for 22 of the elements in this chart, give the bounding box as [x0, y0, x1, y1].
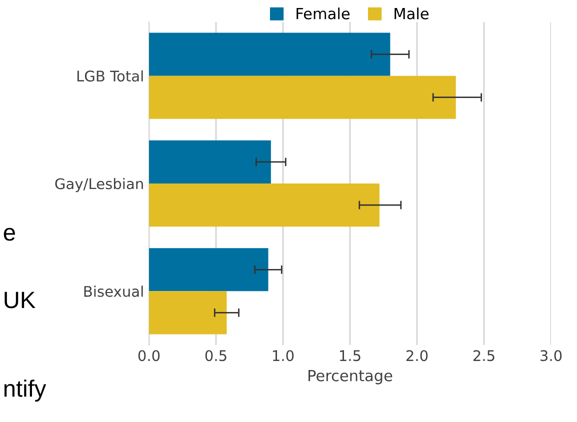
x-tick-label: 2.5 — [473, 350, 494, 362]
y-tick-label: Gay/Lesbian — [55, 178, 143, 192]
x-tick-label: 1.5 — [340, 350, 360, 362]
bar — [149, 76, 456, 119]
bar — [149, 184, 380, 227]
x-tick-label: 3.0 — [540, 350, 562, 362]
text: UK — [4, 292, 36, 308]
bar — [149, 140, 271, 184]
x-tick-label: 0.5 — [205, 350, 226, 362]
legend-label: Male — [394, 8, 429, 20]
x-tick-label: 1.0 — [273, 350, 294, 362]
text: ntify — [4, 380, 46, 402]
y-tick-label: LGB Total — [77, 70, 143, 82]
text: e — [4, 228, 15, 241]
bar — [149, 291, 227, 334]
x-axis-title: Percentage — [308, 370, 392, 384]
legend-label: Female — [296, 8, 350, 20]
x-tick-label: 2.0 — [406, 350, 428, 362]
y-tick-label: Bisexual — [84, 286, 143, 297]
bar — [149, 32, 390, 76]
bar — [149, 248, 268, 292]
x-tick-label: 0.0 — [138, 350, 160, 362]
